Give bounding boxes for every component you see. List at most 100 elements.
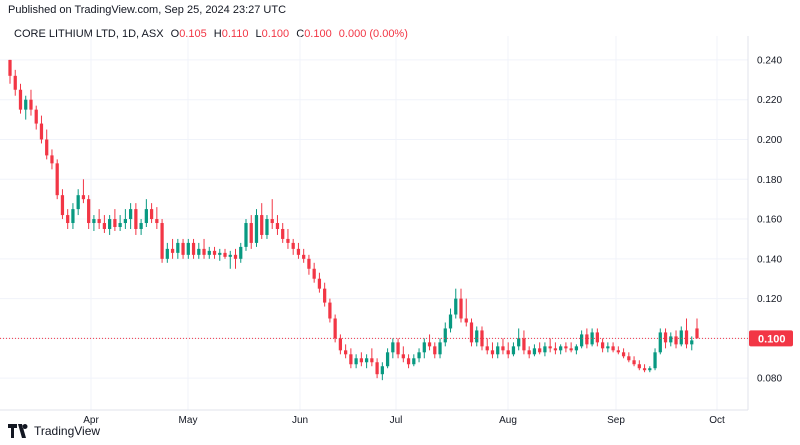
close-value: 0.100 bbox=[304, 28, 332, 40]
candle-body bbox=[102, 223, 107, 229]
candle-body bbox=[87, 199, 91, 224]
high-label: H bbox=[213, 28, 222, 40]
candle-body bbox=[328, 302, 332, 319]
candle-body bbox=[559, 346, 563, 351]
candle-body bbox=[553, 348, 558, 351]
x-tick-label-4: Aug bbox=[499, 415, 517, 426]
y-tick-label-3: 0.140 bbox=[757, 254, 782, 265]
x-tick-label-0: Apr bbox=[83, 415, 99, 426]
close-label: C bbox=[296, 28, 305, 40]
candle-body bbox=[202, 248, 206, 255]
high-value: 0.110 bbox=[221, 28, 249, 40]
candle-body bbox=[296, 248, 301, 255]
candle-body bbox=[265, 219, 269, 235]
candle-body bbox=[76, 195, 80, 210]
candle-body bbox=[548, 346, 552, 349]
x-tick-label-6: Oct bbox=[709, 415, 725, 426]
symbol-legend: CORE LITHIUM LTD, 1D, ASX O0.105 H0.110 … bbox=[14, 28, 408, 40]
candle-body bbox=[459, 298, 463, 319]
candle-body bbox=[155, 219, 159, 224]
candle-body bbox=[595, 332, 599, 343]
candle-body bbox=[653, 352, 657, 369]
candle-body bbox=[543, 346, 547, 353]
candle-body bbox=[695, 328, 699, 339]
candle-body bbox=[249, 223, 253, 243]
candle-body bbox=[333, 318, 337, 339]
candle-body bbox=[517, 338, 521, 347]
candle-body bbox=[490, 350, 495, 355]
footer-brand-label: TradingView bbox=[34, 424, 101, 438]
candle-body bbox=[422, 342, 426, 353]
candle-body bbox=[275, 223, 280, 229]
y-tick-label-5: 0.180 bbox=[757, 175, 782, 186]
candle-body bbox=[469, 322, 474, 343]
candle-body bbox=[364, 358, 369, 363]
y-tick-label-7: 0.220 bbox=[757, 95, 782, 106]
candle-body bbox=[186, 242, 190, 255]
candle-body bbox=[34, 109, 38, 124]
candle-body bbox=[218, 252, 222, 255]
candle-body bbox=[401, 354, 405, 359]
candle-body bbox=[55, 163, 59, 196]
candle-body bbox=[637, 364, 641, 369]
candle-body bbox=[108, 219, 112, 229]
candle-body bbox=[8, 59, 12, 76]
candle-body bbox=[24, 99, 28, 110]
candle-body bbox=[170, 248, 175, 253]
candle-body bbox=[684, 330, 689, 345]
candle-body bbox=[244, 223, 248, 247]
candle-body bbox=[569, 348, 573, 351]
candle-body bbox=[359, 358, 363, 363]
candle-body bbox=[433, 346, 437, 355]
candle-body bbox=[648, 368, 652, 371]
candle-body bbox=[380, 366, 384, 375]
symbol-name: CORE LITHIUM LTD, 1D, ASX bbox=[14, 28, 164, 40]
candle-body bbox=[385, 352, 390, 367]
tradingview-brand[interactable]: TradingView bbox=[8, 424, 100, 438]
candle-body bbox=[307, 258, 311, 269]
candle-body bbox=[191, 242, 196, 255]
candle-body bbox=[281, 228, 285, 239]
candle-body bbox=[302, 254, 306, 259]
candle-body bbox=[323, 288, 327, 303]
low-value: 0.100 bbox=[261, 28, 290, 40]
y-tick-label-0: 0.080 bbox=[757, 374, 782, 385]
candle-body bbox=[239, 246, 243, 259]
y-tick-label-2: 0.120 bbox=[757, 294, 782, 305]
candle-body bbox=[438, 342, 442, 355]
candle-body bbox=[39, 123, 44, 140]
candle-body bbox=[417, 352, 421, 359]
candle-body bbox=[632, 360, 636, 365]
candle-body bbox=[611, 346, 615, 351]
candle-body bbox=[574, 346, 579, 351]
candle-body bbox=[443, 328, 447, 343]
candle-body bbox=[71, 209, 75, 224]
candle-body bbox=[464, 318, 468, 323]
candle-body bbox=[139, 223, 143, 229]
candle-body bbox=[669, 336, 673, 343]
candle-body bbox=[506, 350, 510, 355]
x-tick-label-3: Jul bbox=[390, 415, 403, 426]
x-tick-label-2: Jun bbox=[292, 415, 308, 426]
candle-body bbox=[118, 223, 122, 227]
candle-body bbox=[13, 75, 17, 90]
candle-body bbox=[92, 219, 96, 224]
published-caption: Published on TradingView.com, Sep 25, 20… bbox=[8, 4, 287, 16]
candle-body bbox=[270, 219, 274, 224]
candle-body bbox=[621, 352, 626, 357]
candle-body bbox=[532, 348, 537, 355]
candle-body bbox=[81, 195, 86, 200]
candle-body bbox=[642, 368, 647, 371]
candle-body bbox=[690, 340, 694, 345]
open-label: O bbox=[170, 28, 180, 40]
candle-body bbox=[312, 268, 316, 279]
candle-body bbox=[344, 350, 348, 355]
candle-body bbox=[485, 346, 489, 351]
candle-body bbox=[522, 338, 526, 351]
y-tick-label-6: 0.200 bbox=[757, 135, 782, 146]
open-value: 0.105 bbox=[179, 28, 207, 40]
candle-body bbox=[291, 242, 295, 249]
candle-body bbox=[207, 250, 211, 255]
y-tick-label-4: 0.160 bbox=[757, 215, 782, 226]
